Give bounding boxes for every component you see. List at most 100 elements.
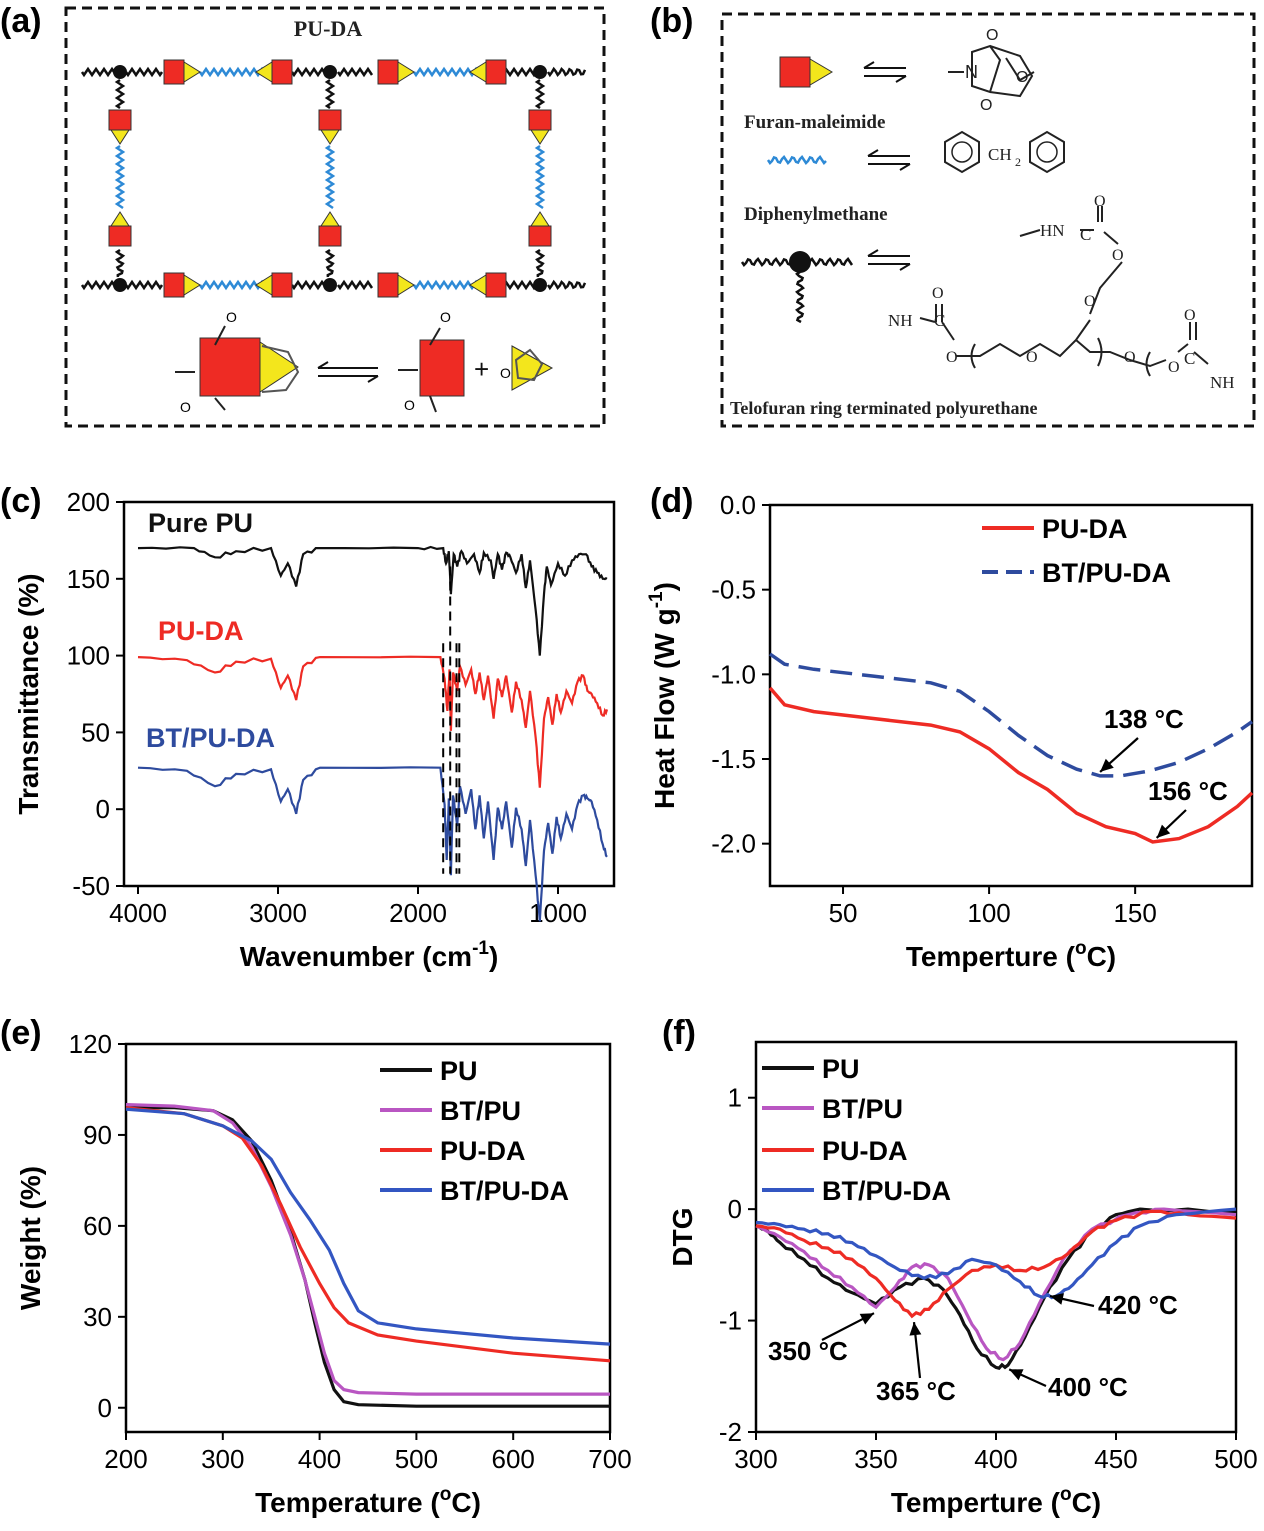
furan-block (183, 61, 201, 83)
x-tick-label: 600 (492, 1444, 535, 1474)
panel-a-title: PU-DA (294, 16, 363, 41)
series-line (125, 1106, 611, 1363)
series-line (755, 1207, 1237, 1300)
series-label: Pure PU (148, 508, 253, 538)
panel-b-frame (720, 12, 1256, 428)
maleimide-block (377, 59, 399, 85)
legend-label: BT/PU-DA (440, 1176, 569, 1206)
polymer-chain (290, 66, 330, 78)
panel-f-label: (f) (662, 1014, 696, 1052)
equilibrium-arrow-back (318, 375, 379, 383)
annotation-arrowhead (1050, 1293, 1065, 1305)
y-tick-label: 0.0 (720, 490, 756, 520)
crosslink-node (323, 278, 337, 292)
maleimide-block (271, 59, 293, 85)
annotation-arrowhead (859, 1313, 874, 1325)
y-tick-label: -2.0 (711, 829, 756, 859)
equilibrium-arrow-3 (867, 249, 911, 271)
y-tick-label: -1.5 (711, 744, 756, 774)
x-axis-label: Temperture (oC) (891, 1484, 1101, 1518)
y-axis-label: Transmittance (%) (13, 573, 44, 814)
plus-sign: + (474, 354, 489, 384)
y-tick-label: -1.0 (711, 659, 756, 689)
ester-o-2: O (946, 349, 958, 366)
adduct-furan-block (259, 341, 299, 393)
carbonyl-o-1: O (1094, 193, 1106, 210)
polymer-chain (546, 66, 587, 78)
series-label: PU-DA (158, 616, 244, 646)
legend-label: BT/PU (822, 1094, 903, 1124)
legend-label: BT/PU-DA (822, 1176, 951, 1206)
annotation: 156 °C (1148, 776, 1228, 806)
panel-d-label: (d) (650, 482, 693, 520)
polymer-chain (80, 66, 120, 78)
series-line (125, 1107, 611, 1346)
maleimide-block (377, 272, 399, 298)
y-tick-label: 0 (98, 1393, 112, 1423)
da-reaction-scheme: O O O O + O (175, 309, 554, 415)
ether-o-3: O (1124, 349, 1136, 366)
y-tick-label: -2 (719, 1417, 742, 1447)
atom-o-4: O (404, 397, 415, 413)
series-line (768, 686, 1254, 844)
panel-f: (f) 300 350 400 450 500 1 0 -1 -2 Temperture (oC)… (662, 1014, 1258, 1518)
ester-o-3: O (1168, 359, 1180, 376)
x-tick-label: 400 (974, 1444, 1017, 1474)
polyurethane-branch-symbol (795, 270, 805, 324)
hn-group: HN (1040, 221, 1065, 240)
furan-block (320, 211, 340, 227)
equilibrium-arrow-1 (863, 61, 907, 83)
ch2-sub: 2 (1015, 155, 1021, 169)
ftir-chart: 4000 3000 2000 1000-50050100150200Wavenumbe… (13, 487, 616, 972)
annotation-arrowhead (1156, 824, 1171, 838)
annotation-arrowhead (1009, 1369, 1024, 1381)
panel-c-label: (c) (0, 482, 42, 520)
furan-block (320, 129, 340, 145)
plot-frame (122, 500, 616, 888)
furan-block (469, 61, 487, 83)
panel-a-label: (a) (0, 2, 42, 40)
panel-b-label: (b) (650, 2, 693, 40)
atom-o-3: O (440, 309, 451, 325)
polymer-chain (124, 66, 164, 78)
x-tick-label: 100 (967, 898, 1010, 928)
x-axis-label: Temperture (oC) (906, 938, 1116, 972)
benzene-ring-right (1029, 130, 1065, 174)
x-tick-label: 500 (395, 1444, 438, 1474)
dsc-chart: 50 100 150 0.0 -0.5 -1.0 -1.5 -2.0 Temperture (o… (646, 490, 1254, 972)
tga-chart: 200 300 400 500 600 700 0 30 60 90 120 Temperature … (15, 1029, 632, 1518)
carbonyl-c-1: C (1080, 225, 1091, 244)
y-tick-label: 50 (81, 717, 110, 747)
x-tick-label: 450 (1094, 1444, 1137, 1474)
y-axis-label: DTG (667, 1207, 698, 1266)
furan-block (255, 61, 273, 83)
furan-block (397, 274, 415, 296)
diphenylmethane-linker (324, 144, 336, 210)
y-tick-label: 100 (67, 641, 110, 671)
y-axis-label: Heat Flow (W g-1) (646, 582, 680, 809)
x-tick-label: 200 (104, 1444, 147, 1474)
furan-symbol (809, 58, 833, 86)
furan-block (469, 274, 487, 296)
y-tick-label: 30 (83, 1302, 112, 1332)
furan-block (110, 211, 130, 227)
panel-e-label: (e) (0, 1014, 42, 1052)
polymer-chain (80, 279, 120, 291)
diphenylmethane-linker (534, 144, 546, 210)
annotation-arrowhead (909, 1322, 922, 1336)
adduct-maleimide-block (199, 337, 261, 397)
telofuran-label: Telofuran ring terminated polyurethane (730, 398, 1038, 418)
crosslink-node (323, 65, 337, 79)
maleimide-block (318, 109, 342, 131)
annotation: 400 °C (1048, 1372, 1128, 1402)
diphenylmethane-linker (412, 279, 482, 291)
equilibrium-arrow-fwd (317, 361, 378, 369)
x-tick-label: 300 (734, 1444, 777, 1474)
annotation: 420 °C (1098, 1290, 1178, 1320)
adduct-structure (948, 44, 1035, 98)
polymer-chain (534, 248, 546, 278)
crosslink-node-symbol (789, 251, 811, 273)
y-tick-label: 120 (69, 1029, 112, 1059)
furan-block (530, 129, 550, 145)
series-line (137, 766, 608, 922)
